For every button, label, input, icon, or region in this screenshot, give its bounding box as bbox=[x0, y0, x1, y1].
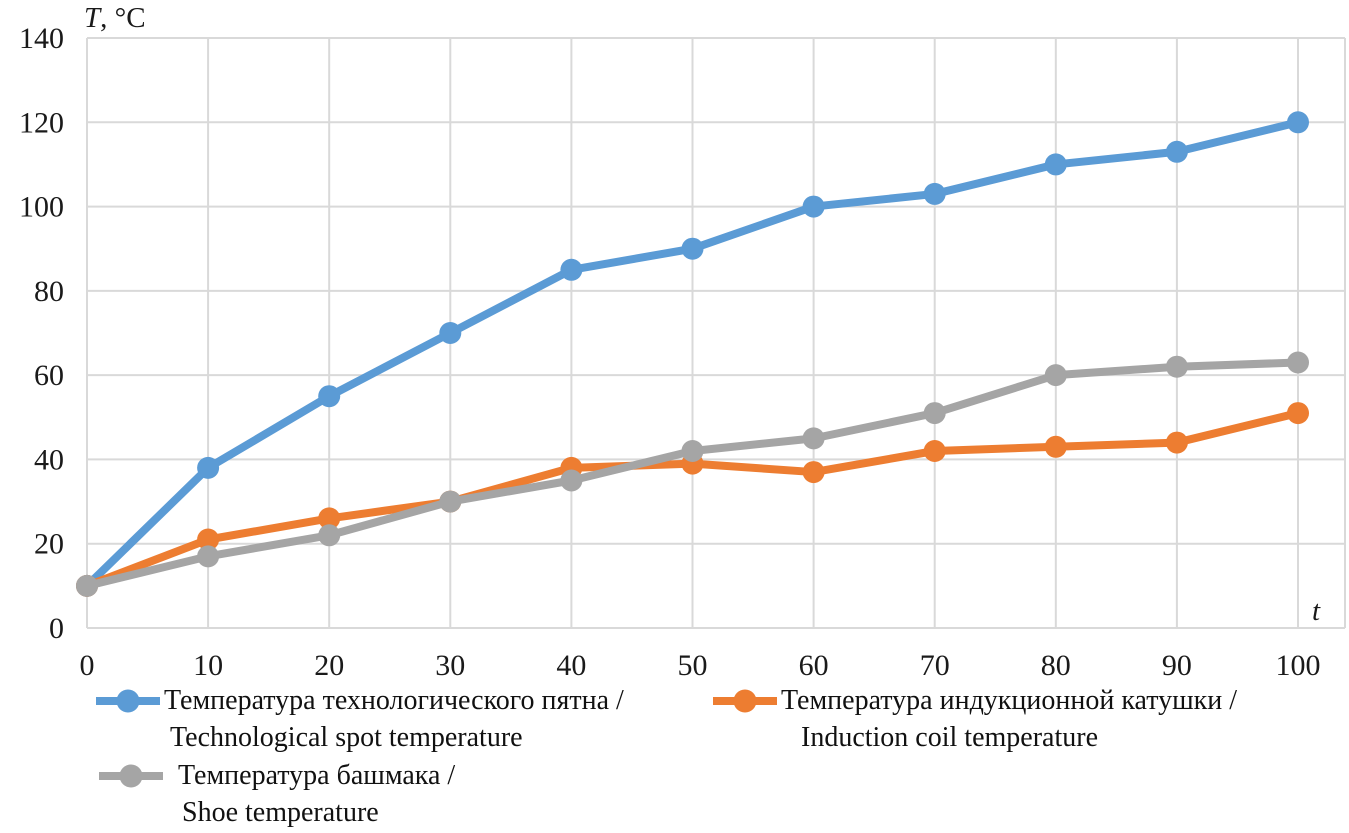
series-marker bbox=[76, 574, 98, 597]
x-tick-label: 40 bbox=[556, 649, 586, 680]
series-marker bbox=[318, 507, 341, 530]
series-marker bbox=[1044, 153, 1067, 176]
legend-label-en: Shoe temperature bbox=[182, 797, 379, 828]
y-tick-label: 0 bbox=[49, 612, 64, 645]
chart-svg: 0 20 40 60 80 100 120 140 0 10 20 30 40 50 60 70 80 90 100… bbox=[19, 2, 1346, 680]
series-marker bbox=[802, 427, 825, 450]
series-marker bbox=[560, 469, 583, 492]
series-marker bbox=[197, 545, 220, 568]
x-tick-label: 100 bbox=[1276, 649, 1321, 680]
series-marker bbox=[923, 182, 946, 205]
x-tick-label: 30 bbox=[435, 649, 465, 680]
series-marker bbox=[197, 456, 220, 479]
series-marker bbox=[1287, 402, 1309, 425]
series-marker bbox=[802, 195, 825, 218]
series-marker bbox=[923, 440, 946, 462]
x-tick-label: 10 bbox=[193, 649, 223, 680]
series-marker bbox=[1287, 351, 1309, 374]
series-marker bbox=[318, 385, 341, 408]
series-marker bbox=[1044, 435, 1067, 458]
y-tick-label: 20 bbox=[34, 528, 64, 561]
y-tick-label: 80 bbox=[34, 275, 64, 308]
legend-item-technological-spot: Температура технологического пятна / Tec… bbox=[95, 682, 624, 756]
x-tick-label: 90 bbox=[1162, 649, 1192, 680]
legend-label-en: Technological spot temperature bbox=[170, 722, 523, 753]
x-tick-label: 70 bbox=[920, 649, 950, 680]
y-tick-label: 60 bbox=[34, 359, 64, 392]
legend-marker-line-dot-icon bbox=[99, 764, 163, 788]
y-tick-label: 140 bbox=[19, 22, 64, 55]
series-marker bbox=[802, 461, 825, 484]
y-axis-title: T, °C bbox=[84, 2, 146, 34]
series-marker bbox=[197, 528, 220, 551]
series-marker bbox=[1044, 364, 1067, 387]
legend-label-ru: Температура технологического пятна / bbox=[164, 685, 624, 716]
legend-label-en: Induction coil temperature bbox=[801, 722, 1098, 753]
y-tick-label: 40 bbox=[34, 443, 64, 476]
legend-label-ru: Температура башмака / bbox=[178, 760, 456, 791]
legend-marker-line-dot-icon bbox=[713, 689, 777, 713]
legend-item-shoe: Температура башмака / Shoe temperature bbox=[98, 757, 455, 831]
x-tick-label: 80 bbox=[1041, 649, 1071, 680]
series-marker bbox=[923, 402, 946, 425]
y-tick-label: 100 bbox=[19, 191, 64, 224]
series-marker bbox=[1165, 355, 1188, 378]
series-marker bbox=[560, 258, 583, 281]
x-tick-label: 60 bbox=[799, 649, 829, 680]
series-marker bbox=[681, 440, 704, 462]
y-tick-label: 120 bbox=[19, 106, 64, 139]
series-marker bbox=[1165, 140, 1188, 163]
legend-item-induction-coil: Температура индукционной катушки / Induc… bbox=[712, 682, 1237, 756]
series-marker bbox=[439, 322, 462, 344]
series-marker bbox=[681, 237, 704, 260]
series-marker bbox=[1165, 431, 1188, 454]
legend-label-ru: Температура индукционной катушки / bbox=[781, 685, 1238, 716]
x-tick-label: 20 bbox=[314, 649, 344, 680]
series-marker bbox=[1287, 111, 1309, 134]
series-marker bbox=[318, 524, 341, 547]
legend-marker-line-dot-icon bbox=[96, 689, 160, 713]
series-marker bbox=[439, 490, 462, 513]
x-tick-label: 0 bbox=[80, 649, 95, 680]
x-tick-label: 50 bbox=[678, 649, 708, 680]
x-axis-title: t bbox=[1312, 595, 1321, 627]
